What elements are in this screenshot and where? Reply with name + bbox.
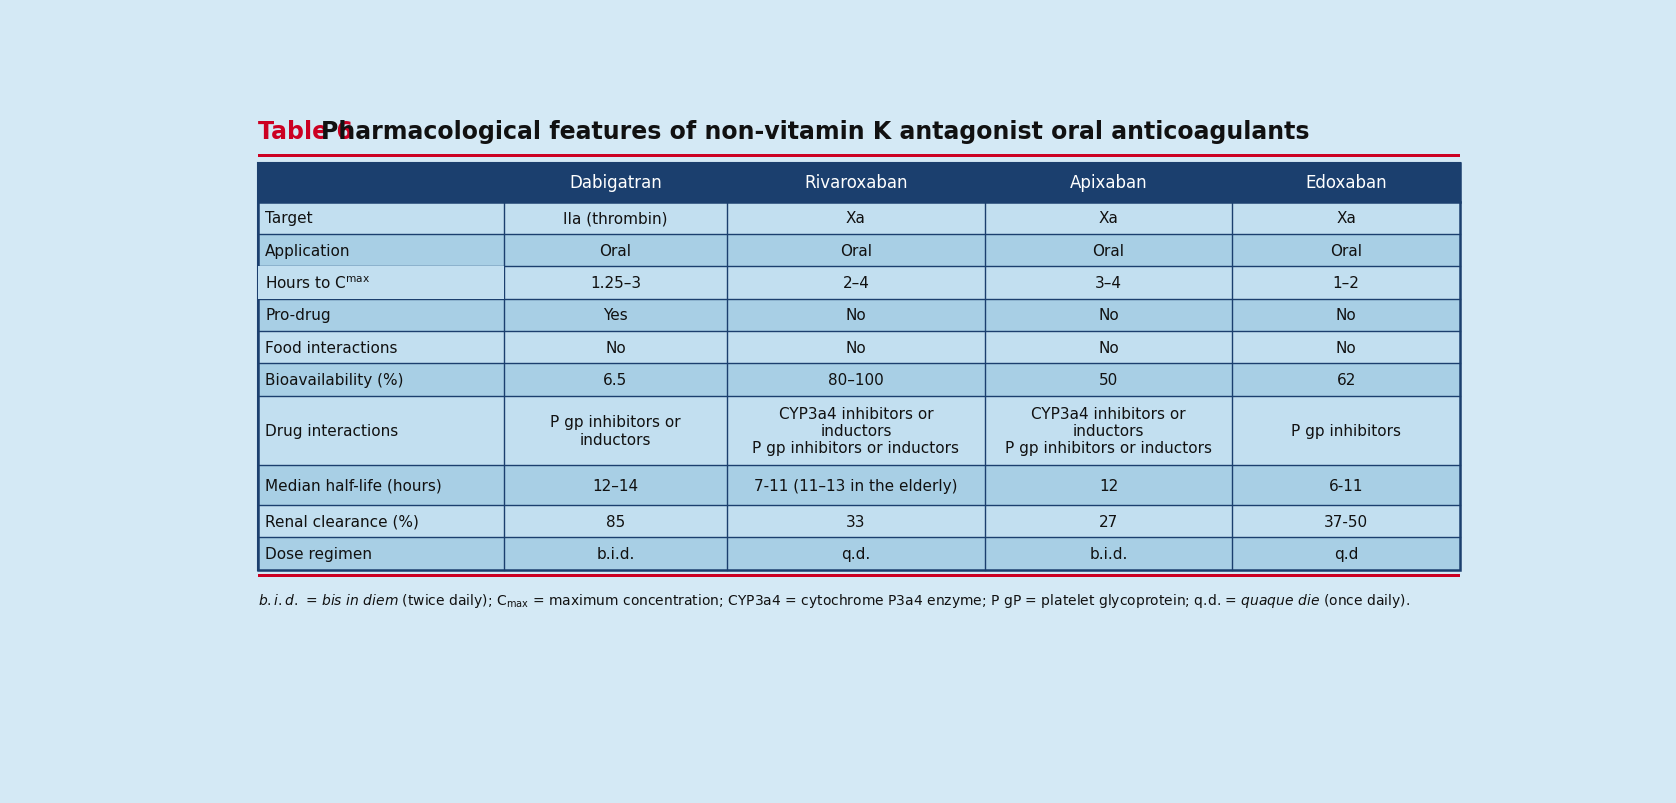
Text: 85: 85 bbox=[605, 514, 625, 529]
Bar bbox=[258, 538, 1460, 570]
Text: Xa: Xa bbox=[1098, 211, 1118, 226]
Text: 12: 12 bbox=[1099, 478, 1118, 493]
Text: Rivaroxaban: Rivaroxaban bbox=[804, 174, 908, 192]
Text: CYP3a4 inhibitors or
inductors
P gp inhibitors or inductors: CYP3a4 inhibitors or inductors P gp inhi… bbox=[1006, 406, 1212, 456]
Text: Hours to C$^{\mathrm{max}}$: Hours to C$^{\mathrm{max}}$ bbox=[265, 275, 370, 291]
Bar bbox=[258, 332, 1460, 364]
Bar bbox=[258, 397, 1460, 466]
Text: Dabigatran: Dabigatran bbox=[570, 174, 662, 192]
Text: 80–100: 80–100 bbox=[828, 373, 883, 388]
Text: q.d: q.d bbox=[1334, 547, 1358, 561]
Text: Pharmacological features of non-vitamin K antagonist oral anticoagulants: Pharmacological features of non-vitamin … bbox=[322, 120, 1309, 145]
Text: P gp inhibitors: P gp inhibitors bbox=[1291, 423, 1401, 438]
Bar bbox=[258, 234, 1460, 267]
Text: 50: 50 bbox=[1099, 373, 1118, 388]
Text: Xa: Xa bbox=[1336, 211, 1356, 226]
Text: Drug interactions: Drug interactions bbox=[265, 423, 399, 438]
Text: $\it{b.i.d.}$ = $\it{bis\ in\ diem}$ (twice daily); C$_{\mathrm{max}}$ = maximum: $\it{b.i.d.}$ = $\it{bis\ in\ diem}$ (tw… bbox=[258, 591, 1410, 609]
Text: Xa: Xa bbox=[846, 211, 866, 226]
Text: Apixaban: Apixaban bbox=[1069, 174, 1148, 192]
Text: 62: 62 bbox=[1336, 373, 1356, 388]
Text: No: No bbox=[846, 308, 866, 323]
Bar bbox=[258, 506, 1460, 538]
Text: No: No bbox=[605, 340, 625, 355]
Text: CYP3a4 inhibitors or
inductors
P gp inhibitors or inductors: CYP3a4 inhibitors or inductors P gp inhi… bbox=[753, 406, 959, 456]
Text: No: No bbox=[1098, 308, 1120, 323]
Bar bbox=[258, 574, 1460, 577]
Text: Oral: Oral bbox=[600, 243, 632, 259]
Text: Oral: Oral bbox=[840, 243, 872, 259]
Text: 12–14: 12–14 bbox=[592, 478, 639, 493]
Bar bbox=[258, 202, 1460, 234]
Bar bbox=[258, 300, 1460, 332]
Text: Dose regimen: Dose regimen bbox=[265, 547, 372, 561]
Bar bbox=[258, 155, 1460, 158]
Text: Renal clearance (%): Renal clearance (%) bbox=[265, 514, 419, 529]
Bar bbox=[258, 267, 504, 300]
Bar bbox=[258, 164, 1460, 570]
Bar bbox=[258, 164, 1460, 570]
Bar bbox=[258, 164, 1460, 202]
Text: 1.25–3: 1.25–3 bbox=[590, 275, 640, 291]
Text: No: No bbox=[1336, 340, 1356, 355]
Text: Pro-drug: Pro-drug bbox=[265, 308, 330, 323]
Bar bbox=[258, 364, 1460, 397]
Text: 2–4: 2–4 bbox=[843, 275, 870, 291]
Text: Yes: Yes bbox=[603, 308, 628, 323]
Text: 6.5: 6.5 bbox=[603, 373, 627, 388]
Text: Oral: Oral bbox=[1331, 243, 1363, 259]
Bar bbox=[258, 466, 1460, 506]
Text: Oral: Oral bbox=[1093, 243, 1125, 259]
Text: P gp inhibitors or
inductors: P gp inhibitors or inductors bbox=[550, 414, 680, 447]
Text: No: No bbox=[846, 340, 866, 355]
Text: Target: Target bbox=[265, 211, 313, 226]
Text: No: No bbox=[1098, 340, 1120, 355]
Text: b.i.d.: b.i.d. bbox=[1089, 547, 1128, 561]
Text: q.d.: q.d. bbox=[841, 547, 870, 561]
Text: Edoxaban: Edoxaban bbox=[1306, 174, 1388, 192]
Text: Hours to Cmax: Hours to Cmax bbox=[265, 275, 379, 291]
Text: 37-50: 37-50 bbox=[1324, 514, 1368, 529]
Text: 33: 33 bbox=[846, 514, 866, 529]
Text: Food interactions: Food interactions bbox=[265, 340, 397, 355]
Text: Bioavailability (%): Bioavailability (%) bbox=[265, 373, 404, 388]
Text: 3–4: 3–4 bbox=[1094, 275, 1121, 291]
Text: Application: Application bbox=[265, 243, 350, 259]
Bar bbox=[258, 267, 1460, 300]
Text: Median half-life (hours): Median half-life (hours) bbox=[265, 478, 442, 493]
Text: IIa (thrombin): IIa (thrombin) bbox=[563, 211, 667, 226]
Text: 6-11: 6-11 bbox=[1329, 478, 1363, 493]
Text: No: No bbox=[1336, 308, 1356, 323]
Text: b.i.d.: b.i.d. bbox=[597, 547, 635, 561]
Text: 1–2: 1–2 bbox=[1332, 275, 1359, 291]
Text: Table 6: Table 6 bbox=[258, 120, 352, 145]
Text: 27: 27 bbox=[1099, 514, 1118, 529]
Text: 7-11 (11–13 in the elderly): 7-11 (11–13 in the elderly) bbox=[754, 478, 957, 493]
